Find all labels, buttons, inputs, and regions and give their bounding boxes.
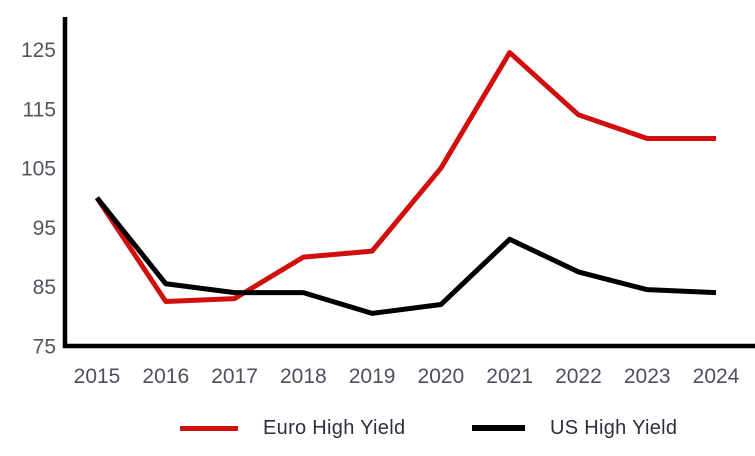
y-tick-label: 75 (33, 336, 56, 359)
x-tick-label: 2018 (280, 365, 327, 388)
x-tick-label: 2016 (142, 365, 189, 388)
legend-label-euro-high-yield: Euro High Yield (263, 416, 406, 439)
axes (62, 17, 755, 349)
y-tick-label: 105 (21, 158, 56, 181)
legend-swatch-euro-icon (180, 425, 238, 431)
x-tick-label: 2019 (349, 365, 396, 388)
y-tick-label: 95 (33, 217, 56, 240)
x-tick-label: 2020 (418, 365, 465, 388)
line-chart: 75 85 95 105 115 125 2015 2016 2017 2018 2019 2020 2… (21, 17, 755, 388)
y-tick-label: 85 (33, 276, 56, 299)
euro-high-yield-line (94, 50, 716, 305)
legend-swatch-us-icon (472, 425, 525, 431)
x-tick-label: 2015 (74, 365, 121, 388)
us-high-yield-line (95, 196, 717, 316)
legend: Euro High Yield US High Yield (0, 414, 755, 448)
legend-label-us-high-yield: US High Yield (550, 416, 678, 439)
x-tick-label: 2022 (555, 365, 602, 388)
x-tick-label: 2024 (693, 365, 740, 388)
legend-item-euro-high-yield: Euro High Yield (180, 414, 405, 442)
y-tick-label: 115 (23, 98, 56, 121)
x-tick-label: 2017 (211, 365, 258, 388)
x-tick-label: 2023 (624, 365, 671, 388)
x-tick-label: 2021 (486, 365, 533, 388)
legend-item-us-high-yield: US High Yield (472, 414, 677, 442)
y-tick-label: 125 (21, 39, 56, 62)
